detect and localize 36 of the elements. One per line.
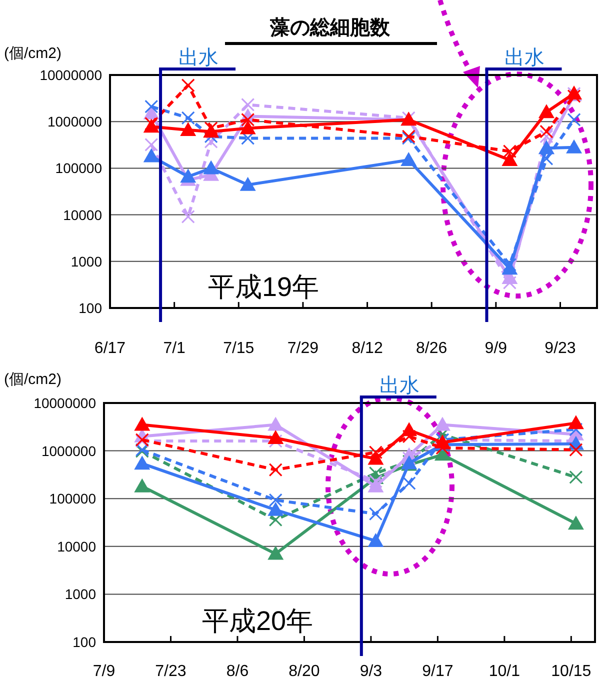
y-axis-title: (個/cm2) [4, 45, 62, 62]
chart-title: 藻の総細胞数 [269, 17, 391, 39]
y-tick-label: 100 [72, 634, 96, 650]
y-tick-label: 1000 [70, 253, 102, 270]
y-tick-label: 10000 [63, 206, 102, 223]
annotation: 平成20年 [202, 606, 314, 636]
ref-line-label: 出水 [379, 375, 420, 397]
x-tick-label: 10/1 [488, 663, 520, 680]
y-tick-label: 10000000 [40, 67, 102, 83]
y-tick-label: 1000 [64, 586, 96, 602]
y-tick-label: 10000000 [34, 395, 96, 411]
annotation: 平成19年 [208, 272, 320, 302]
y-tick-label: 1000000 [41, 442, 96, 459]
x-tick-label: 9/3 [360, 663, 382, 680]
x-tick-label: 8/26 [416, 340, 448, 357]
x-tick-label: 7/23 [155, 663, 186, 680]
x-tick-label: 9/9 [484, 340, 508, 357]
x-tick-label: 7/15 [223, 340, 254, 357]
y-tick-label: 1000000 [47, 114, 102, 130]
y-tick-label: 100 [78, 300, 102, 316]
x-tick-label: 9/23 [544, 340, 576, 357]
y-axis-title: (個/cm2) [4, 371, 62, 388]
y-tick-label: 10000 [57, 538, 96, 554]
y-tick-label: 100000 [55, 160, 102, 176]
ref-line-label: 出水 [504, 47, 545, 69]
x-tick-label: 6/17 [94, 340, 126, 357]
x-tick-label: 8/12 [352, 340, 383, 357]
x-tick-label: 10/15 [551, 663, 592, 680]
x-tick-label: 7/9 [92, 663, 116, 680]
x-tick-label: 7/29 [287, 340, 319, 357]
x-tick-label: 8/20 [288, 663, 320, 680]
x-tick-label: 9/17 [422, 663, 454, 680]
x-tick-label: 7/1 [163, 340, 186, 357]
x-tick-label: 8/6 [226, 663, 249, 680]
ref-line-label: 出水 [178, 47, 219, 69]
y-tick-label: 100000 [49, 490, 96, 507]
